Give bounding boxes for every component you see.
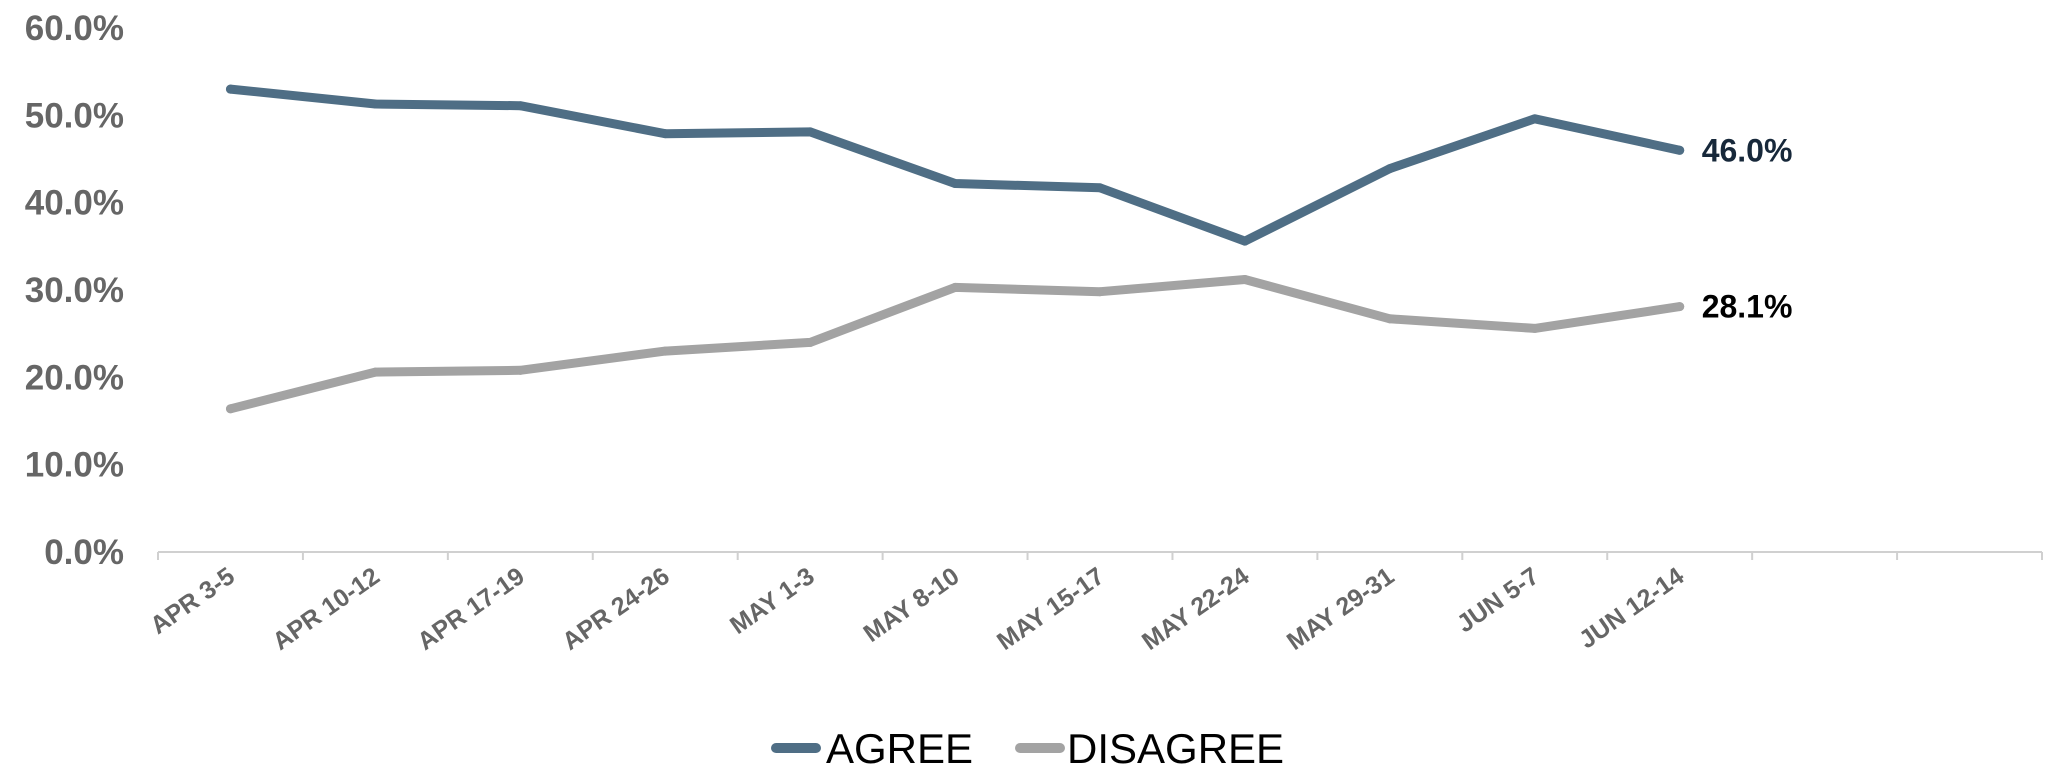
data-point-disagree <box>950 282 960 292</box>
x-tick-label: APR 3-5 <box>145 562 240 640</box>
x-tick-label: APR 24-26 <box>557 562 674 656</box>
x-tick-label: APR 17-19 <box>412 562 529 656</box>
y-tick-label: 60.0% <box>25 9 124 48</box>
x-axis: APR 3-5 APR 10-12 APR 17-19 APR 24-26 MAY 1-… <box>145 551 2043 656</box>
x-tick-label: JUN 5-7 <box>1452 562 1544 638</box>
x-tick-label: MAY 8-10 <box>859 562 965 648</box>
data-point-agree <box>950 178 960 188</box>
data-point-agree <box>1385 164 1395 174</box>
end-data-label: 28.1% <box>1702 289 1793 325</box>
series-line-disagree <box>226 275 1685 414</box>
data-point-agree <box>370 99 380 109</box>
y-tick-label: 10.0% <box>25 446 124 485</box>
data-point-agree <box>515 101 525 111</box>
legend-label-agree: AGREE <box>826 725 973 770</box>
data-labels: 46.0% 28.1% <box>1702 132 1793 324</box>
data-point-disagree <box>515 365 525 375</box>
data-point-disagree <box>1530 323 1540 333</box>
data-point-agree <box>1530 114 1540 124</box>
data-point-disagree <box>1385 314 1395 324</box>
data-point-agree <box>1095 183 1105 193</box>
y-tick-label: 0.0% <box>44 533 124 572</box>
series-line-agree <box>226 84 1685 246</box>
data-point-agree <box>225 84 235 94</box>
data-point-disagree <box>805 337 815 347</box>
data-point-disagree <box>1095 287 1105 297</box>
y-tick-label: 40.0% <box>25 184 124 223</box>
y-axis: 0.0% 10.0% 20.0% 30.0% 40.0% 50.0% 60.0% <box>25 9 124 572</box>
y-tick-label: 50.0% <box>25 96 124 135</box>
data-point-disagree <box>370 367 380 377</box>
x-tick-label: APR 10-12 <box>267 562 384 656</box>
y-tick-label: 30.0% <box>25 271 124 310</box>
data-point-agree <box>805 127 815 137</box>
data-point-disagree <box>1675 302 1685 312</box>
data-point-disagree <box>660 346 670 356</box>
x-tick-label: MAY 1-3 <box>725 562 820 640</box>
data-point-disagree <box>225 404 235 414</box>
data-point-agree <box>1675 145 1685 155</box>
x-tick-label: JUN 12-14 <box>1574 562 1689 654</box>
legend-label-disagree: DISAGREE <box>1067 725 1284 770</box>
legend: AGREE DISAGREE <box>771 725 1284 770</box>
end-data-label: 46.0% <box>1702 132 1793 168</box>
y-tick-label: 20.0% <box>25 358 124 397</box>
x-tick-label: MAY 15-17 <box>992 562 1109 656</box>
series-layer <box>225 84 1685 414</box>
data-point-agree <box>1240 236 1250 246</box>
data-point-disagree <box>1240 275 1250 285</box>
x-tick-label: MAY 29-31 <box>1282 562 1399 656</box>
data-point-agree <box>660 129 670 139</box>
x-tick-label: MAY 22-24 <box>1137 562 1254 656</box>
